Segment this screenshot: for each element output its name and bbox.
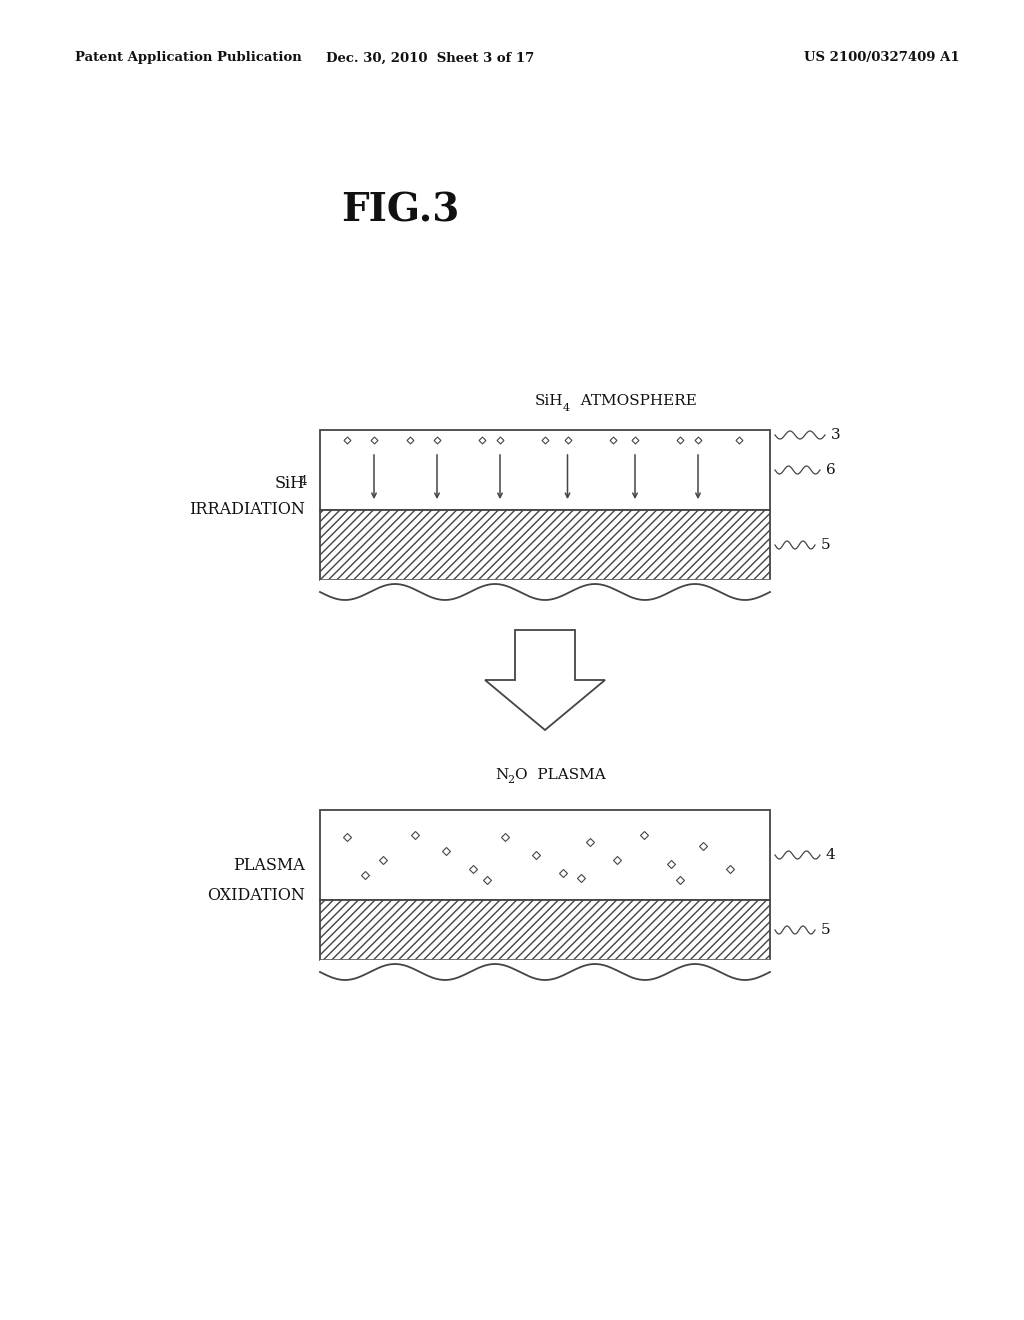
Text: Dec. 30, 2010  Sheet 3 of 17: Dec. 30, 2010 Sheet 3 of 17 xyxy=(326,51,535,65)
Text: US 2100/0327409 A1: US 2100/0327409 A1 xyxy=(805,51,961,65)
Text: 4: 4 xyxy=(563,403,570,413)
Text: IRRADIATION: IRRADIATION xyxy=(189,502,305,519)
Text: O  PLASMA: O PLASMA xyxy=(515,768,606,781)
Text: 4: 4 xyxy=(826,847,836,862)
Bar xyxy=(319,510,770,579)
Text: 3: 3 xyxy=(831,428,841,442)
Text: N: N xyxy=(495,768,508,781)
Text: 4: 4 xyxy=(299,475,307,488)
Text: 5: 5 xyxy=(821,923,830,937)
Text: ATMOSPHERE: ATMOSPHERE xyxy=(571,393,697,408)
Polygon shape xyxy=(485,630,605,730)
Bar xyxy=(319,430,770,510)
Text: FIG.3: FIG.3 xyxy=(341,191,459,228)
Text: 6: 6 xyxy=(826,463,836,477)
Text: Patent Application Publication: Patent Application Publication xyxy=(75,51,302,65)
Text: OXIDATION: OXIDATION xyxy=(207,887,305,903)
Text: SiH: SiH xyxy=(535,393,563,408)
Text: 5: 5 xyxy=(821,539,830,552)
Text: 2: 2 xyxy=(507,775,514,785)
Bar xyxy=(319,900,770,960)
Bar xyxy=(319,810,770,900)
Text: SiH: SiH xyxy=(274,474,305,491)
Text: PLASMA: PLASMA xyxy=(233,857,305,874)
